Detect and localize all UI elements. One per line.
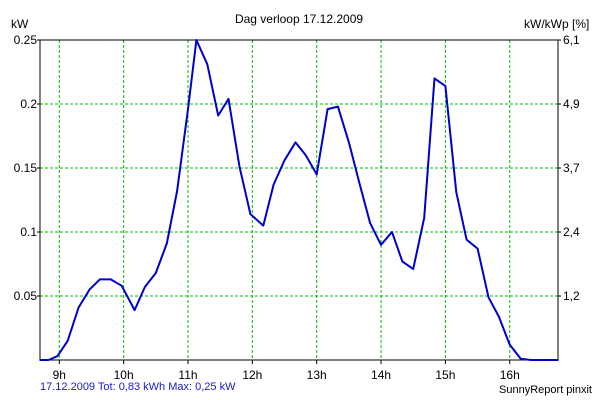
brand-credit: SunnyReport pinxit xyxy=(499,384,592,396)
x-tick-label: 16h xyxy=(500,368,520,382)
data-point xyxy=(187,108,189,110)
data-point xyxy=(47,359,50,361)
data-point xyxy=(444,85,447,87)
y-right-tick-label: 3,7 xyxy=(563,161,580,175)
y-left-tick-label: 0.1 xyxy=(20,225,37,239)
x-axis: 9h 10h 11h 12h 13h 14h 15h 16h xyxy=(53,360,520,382)
y-left-tick-label: 0.05 xyxy=(14,289,38,303)
data-point xyxy=(206,63,209,66)
data-point xyxy=(348,141,350,144)
y-right-tick-label: 4,9 xyxy=(563,97,580,111)
y-axis-left: 0.05 0.1 0.15 0.2 0.25 xyxy=(14,33,40,303)
data-point xyxy=(391,231,393,233)
data-point xyxy=(519,357,522,360)
grid xyxy=(40,39,558,360)
data-point xyxy=(120,284,123,287)
y-axis-right-label: kW/kWp [%] xyxy=(524,17,589,31)
data-point xyxy=(557,359,559,361)
data-point xyxy=(315,173,318,176)
data-point xyxy=(359,183,361,186)
data-point xyxy=(337,105,339,108)
data-point xyxy=(77,306,80,309)
data-point xyxy=(401,260,404,263)
data-point xyxy=(498,315,500,318)
data-point xyxy=(326,108,329,110)
y-axis-right: 1,2 2,4 3,7 4,9 6,1 xyxy=(558,33,580,303)
x-tick-label: 10h xyxy=(114,368,134,382)
y-left-tick-label: 0.15 xyxy=(14,161,38,175)
data-point xyxy=(465,238,468,241)
data-point xyxy=(238,165,241,168)
series-layer xyxy=(39,39,559,361)
data-point xyxy=(272,183,275,186)
data-point xyxy=(109,278,112,281)
data-point xyxy=(88,288,91,291)
y-right-tick-label: 6,1 xyxy=(563,33,580,47)
data-point xyxy=(227,98,230,100)
data-point xyxy=(39,359,41,361)
chart-title: Dag verloop 17.12.2009 xyxy=(235,12,363,26)
data-point xyxy=(66,340,69,342)
plot-area-frame xyxy=(39,39,559,361)
data-point xyxy=(56,355,59,357)
data-point xyxy=(249,213,252,215)
data-point xyxy=(423,217,425,219)
data-point xyxy=(380,244,382,246)
data-point xyxy=(176,190,178,192)
data-point xyxy=(144,286,146,288)
x-tick-label: 11h xyxy=(178,368,197,382)
data-point xyxy=(508,343,511,346)
x-tick-label: 14h xyxy=(371,368,391,382)
series-line-0 xyxy=(40,39,558,361)
x-tick-label: 9h xyxy=(53,368,66,382)
x-tick-label: 12h xyxy=(242,368,262,382)
y-right-tick-label: 1,2 xyxy=(563,289,580,303)
data-point xyxy=(412,268,415,270)
data-point xyxy=(217,114,220,117)
x-tick-label: 13h xyxy=(307,368,327,382)
data-point xyxy=(165,242,168,245)
data-point xyxy=(294,141,297,144)
data-point xyxy=(155,272,157,274)
x-tick-label: 15h xyxy=(435,368,455,382)
data-point xyxy=(99,278,101,281)
y-left-tick-label: 0.25 xyxy=(14,33,38,47)
y-axis-left-label: kW xyxy=(11,17,29,31)
data-point xyxy=(369,222,371,224)
data-point xyxy=(262,224,265,227)
data-point xyxy=(304,154,307,156)
y-left-tick-label: 0.2 xyxy=(20,97,37,111)
data-point xyxy=(433,77,436,80)
data-point xyxy=(530,359,532,361)
summary-text: 17.12.2009 Tot: 0,83 kWh Max: 0,25 kW xyxy=(40,381,236,393)
data-point xyxy=(283,159,286,162)
data-point xyxy=(487,296,490,299)
data-point xyxy=(195,39,198,41)
data-point xyxy=(133,309,136,311)
y-right-tick-label: 2,4 xyxy=(563,225,580,239)
data-point xyxy=(455,191,458,194)
data-point xyxy=(476,247,479,250)
